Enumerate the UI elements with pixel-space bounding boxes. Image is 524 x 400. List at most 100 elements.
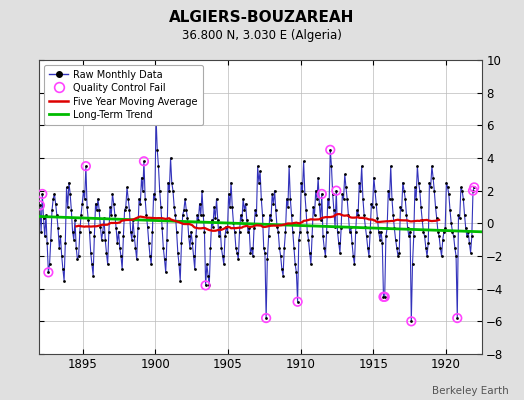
Point	[414, 179, 423, 186]
Point	[340, 196, 348, 202]
Point	[447, 220, 455, 226]
Point	[150, 196, 159, 202]
Point	[395, 250, 403, 256]
Point	[343, 196, 352, 202]
Point	[136, 200, 145, 207]
Point	[110, 200, 118, 207]
Point	[412, 196, 420, 202]
Point	[231, 228, 239, 235]
Point	[457, 184, 465, 191]
Point	[458, 188, 466, 194]
Point	[268, 191, 276, 197]
Point	[318, 191, 326, 197]
Point	[261, 250, 269, 256]
Point	[93, 207, 101, 214]
Point	[396, 204, 405, 210]
Point	[58, 253, 66, 259]
Point	[113, 240, 122, 246]
Point	[99, 228, 107, 235]
Point	[184, 233, 193, 240]
Point	[410, 233, 418, 240]
Point	[307, 261, 315, 267]
Point	[170, 204, 178, 210]
Point	[72, 245, 80, 251]
Point	[427, 184, 435, 191]
Point	[62, 184, 71, 191]
Point	[157, 204, 165, 210]
Point	[445, 191, 453, 197]
Point	[201, 282, 210, 289]
Point	[94, 196, 102, 202]
Point	[82, 163, 90, 169]
Point	[359, 196, 367, 202]
Point	[420, 233, 429, 240]
Point	[450, 233, 458, 240]
Point	[219, 253, 227, 259]
Point	[101, 236, 110, 243]
Point	[140, 158, 148, 164]
Point	[89, 272, 97, 279]
Point	[292, 269, 301, 276]
Point	[68, 228, 77, 235]
Point	[357, 163, 366, 169]
Point	[331, 223, 339, 230]
Point	[405, 233, 413, 240]
Point	[126, 228, 135, 235]
Point	[338, 191, 346, 197]
Point	[384, 188, 392, 194]
Point	[36, 202, 44, 208]
Point	[318, 191, 326, 197]
Point	[160, 256, 169, 262]
Point	[223, 228, 232, 235]
Point	[100, 215, 108, 222]
Point	[271, 207, 280, 214]
Point	[403, 225, 412, 232]
Point	[265, 233, 273, 240]
Point	[194, 217, 203, 223]
Point	[124, 196, 133, 202]
Point	[463, 233, 471, 240]
Point	[314, 174, 322, 181]
Point	[198, 188, 206, 194]
Point	[168, 179, 176, 186]
Point	[416, 188, 424, 194]
Point	[453, 315, 462, 321]
Point	[354, 212, 362, 218]
Point	[212, 196, 221, 202]
Point	[430, 188, 439, 194]
Point	[397, 207, 406, 214]
Point	[208, 217, 216, 223]
Text: ALGIERS-BOUZAREAH: ALGIERS-BOUZAREAH	[169, 10, 355, 25]
Point	[438, 253, 446, 259]
Point	[266, 212, 274, 218]
Point	[342, 184, 350, 191]
Point	[117, 253, 125, 259]
Legend: Raw Monthly Data, Quality Control Fail, Five Year Moving Average, Long-Term Tren: Raw Monthly Data, Quality Control Fail, …	[44, 65, 203, 125]
Point	[200, 228, 209, 235]
Point	[379, 294, 388, 300]
Point	[366, 228, 374, 235]
Point	[435, 233, 443, 240]
Point	[158, 225, 166, 232]
Point	[107, 212, 115, 218]
Point	[304, 236, 313, 243]
Point	[350, 261, 358, 267]
Point	[141, 196, 149, 202]
Point	[291, 261, 299, 267]
Point	[281, 228, 290, 235]
Point	[428, 163, 436, 169]
Point	[215, 233, 223, 240]
Point	[344, 212, 353, 218]
Point	[273, 223, 281, 230]
Point	[267, 217, 275, 223]
Point	[61, 240, 70, 246]
Point	[67, 207, 75, 214]
Point	[254, 163, 262, 169]
Point	[285, 163, 293, 169]
Point	[211, 215, 220, 222]
Point	[418, 217, 427, 223]
Point	[50, 191, 59, 197]
Point	[407, 318, 416, 324]
Point	[102, 250, 111, 256]
Point	[448, 228, 456, 235]
